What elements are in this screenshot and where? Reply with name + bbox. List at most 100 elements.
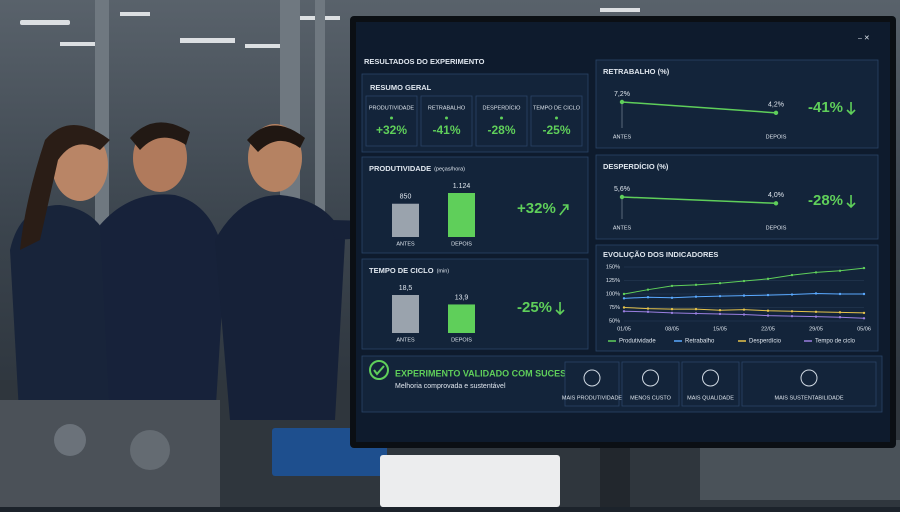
x-tick-label: 15/05 <box>713 326 727 332</box>
summary-label: TEMPO DE CICLO <box>533 105 581 111</box>
badge-label: MAIS QUALIDADE <box>687 395 734 401</box>
x-tick-label: 05/06 <box>857 326 871 332</box>
line <box>621 196 777 205</box>
point <box>670 296 674 299</box>
badge-label: MAIS SUSTENTABILIDADE <box>775 395 844 401</box>
point <box>694 295 698 298</box>
trend-arrow <box>559 204 569 216</box>
legend-label: Tempo de ciclo <box>815 339 856 345</box>
summary-box <box>420 95 473 147</box>
summary-dot <box>500 116 503 120</box>
bar <box>448 193 475 237</box>
category-label: ANTES <box>396 337 415 343</box>
summary-value: -41% <box>432 123 460 137</box>
summary-value: -28% <box>487 123 515 137</box>
point <box>814 271 818 274</box>
machine-right <box>700 440 900 500</box>
summary-value: -25% <box>542 123 570 137</box>
summary-dot <box>390 116 393 120</box>
badge <box>681 361 740 407</box>
legend-label: Produtividade <box>619 339 656 345</box>
point <box>619 194 625 200</box>
window-controls[interactable]: – ✕ <box>858 35 870 42</box>
chart-title: DESPERDÍCIO (%) <box>603 162 669 171</box>
legend-label: Retrabalho <box>685 339 715 345</box>
summary-dot <box>445 116 448 120</box>
category-label: DEPOIS <box>766 134 787 140</box>
value-label: 850 <box>400 194 412 201</box>
value-label: 1.124 <box>453 183 471 190</box>
x-tick-label: 08/05 <box>665 326 679 332</box>
change: -28% <box>808 192 843 209</box>
point <box>790 293 794 296</box>
legend-label: Desperdício <box>749 339 782 345</box>
badge <box>621 361 680 407</box>
point <box>619 99 625 105</box>
point <box>862 317 866 320</box>
category-label: ANTES <box>613 225 632 231</box>
point <box>694 312 698 315</box>
category-label: DEPOIS <box>451 241 472 247</box>
chart-card <box>595 244 879 352</box>
point <box>622 310 626 313</box>
summary-label: DESPERDÍCIO <box>483 104 522 111</box>
bar <box>392 203 419 237</box>
point <box>718 294 722 298</box>
badge <box>564 361 620 407</box>
y-tick-label: 75% <box>609 305 620 311</box>
point <box>694 283 698 287</box>
summary-value: +32% <box>376 123 407 137</box>
value-label: 13,9 <box>455 294 469 301</box>
point <box>766 309 770 312</box>
y-tick-label: 150% <box>606 264 620 270</box>
chart-title: EVOLUÇÃO DOS INDICADORES <box>603 250 718 259</box>
x-tick-label: 29/05 <box>809 326 823 332</box>
change: -41% <box>808 99 843 116</box>
trend-arrow <box>846 195 856 209</box>
badge <box>741 361 877 407</box>
badge-label: MENOS CUSTO <box>630 395 672 401</box>
point <box>766 314 770 317</box>
value-label: 7,2% <box>614 91 630 98</box>
category-label: ANTES <box>613 134 632 140</box>
chart-title: PRODUTIVIDADE <box>369 164 431 173</box>
line <box>621 101 777 114</box>
point <box>838 311 842 314</box>
summary-title: RESUMO GERAL <box>370 83 432 92</box>
point <box>622 306 626 309</box>
summary-label: PRODUTIVIDADE <box>369 105 415 111</box>
point <box>790 314 794 318</box>
point <box>862 292 866 296</box>
point <box>814 292 818 295</box>
chart-unit: (min) <box>437 268 450 274</box>
dashboard-title: RESULTADOS DO EXPERIMENTO <box>364 57 485 66</box>
badge-icon <box>702 369 719 387</box>
check-icon <box>369 360 389 380</box>
value-label: 4,0% <box>768 192 784 199</box>
badge-icon <box>642 369 659 387</box>
point <box>742 294 746 297</box>
banner-title: EXPERIMENTO VALIDADO COM SUCESSO <box>395 368 579 378</box>
point <box>718 282 722 285</box>
bar <box>448 304 475 333</box>
point <box>622 297 626 300</box>
point <box>646 296 650 299</box>
point <box>838 269 842 272</box>
point <box>790 273 794 277</box>
summary-box <box>365 95 418 147</box>
point <box>646 310 650 314</box>
summary-box <box>530 95 583 147</box>
point <box>742 279 746 283</box>
badge-label: MAIS PRODUTIVIDADE <box>562 395 623 401</box>
chart-title: TEMPO DE CICLO <box>369 266 434 275</box>
chart-card <box>595 154 879 240</box>
point <box>766 293 770 297</box>
value-label: 18,5 <box>399 285 413 292</box>
banner-subtitle: Melhoria comprovada e sustentável <box>395 383 506 390</box>
point <box>670 311 674 315</box>
badge-icon <box>800 369 818 387</box>
point <box>838 292 842 296</box>
point <box>773 201 779 206</box>
point <box>646 288 650 291</box>
